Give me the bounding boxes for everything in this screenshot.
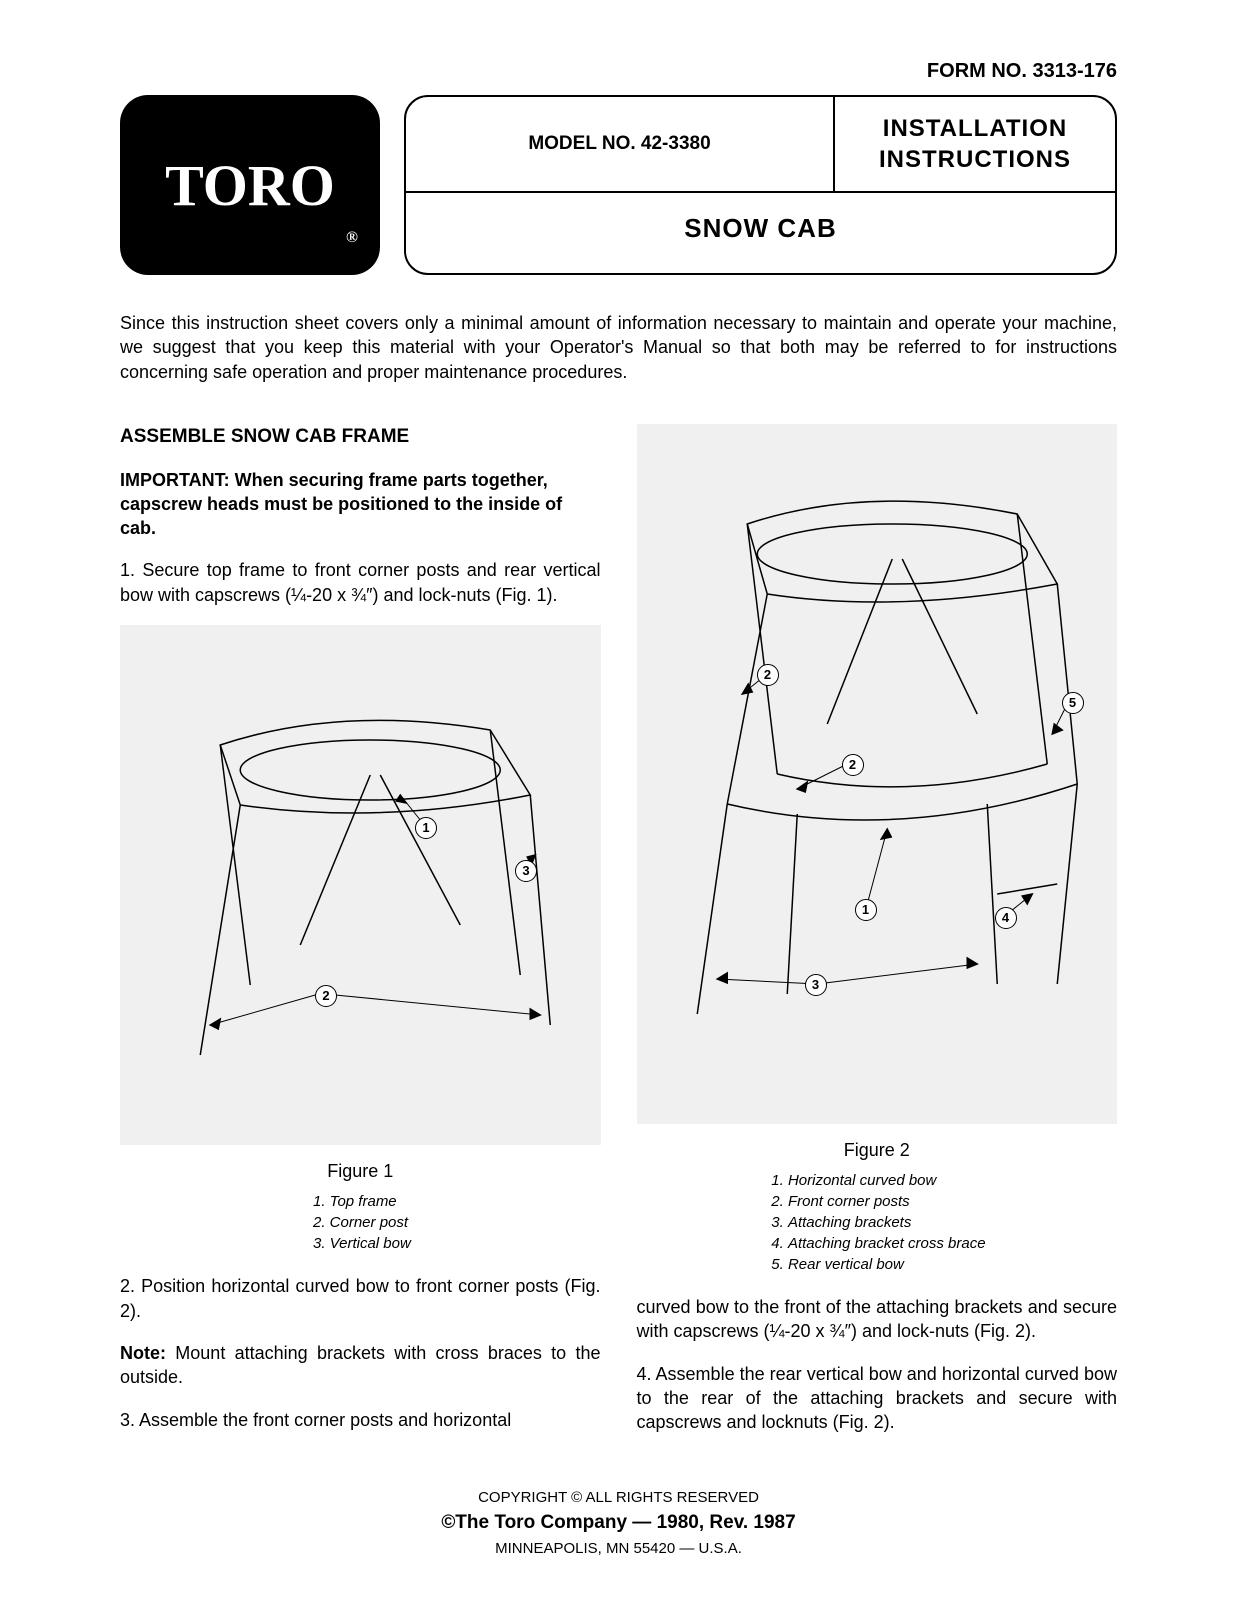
header-top-row: MODEL NO. 42-3380 INSTALLATION INSTRUCTI… — [406, 97, 1115, 193]
callout-5: 5 — [1062, 692, 1084, 714]
header-row: TORO ® MODEL NO. 42-3380 INSTALLATION IN… — [120, 95, 1117, 275]
footer-location: MINNEAPOLIS, MN 55420 — U.S.A. — [0, 1538, 1237, 1561]
legend-item: Attaching bracket cross brace — [788, 1233, 986, 1254]
figure-2-svg — [637, 424, 1118, 1124]
footer-company: ©The Toro Company — 1980, Rev. 1987 — [0, 1509, 1237, 1538]
callout-4: 4 — [995, 907, 1017, 929]
step-3: 3. Assemble the front corner posts and h… — [120, 1408, 601, 1432]
figure-1-diagram: 1 2 3 — [120, 625, 601, 1145]
important-note: IMPORTANT: When securing frame parts tog… — [120, 468, 601, 541]
section-heading: ASSEMBLE SNOW CAB FRAME — [120, 424, 601, 450]
step-2: 2. Position horizontal curved bow to fro… — [120, 1274, 601, 1323]
logo-text: TORO — [165, 152, 335, 219]
header-box: MODEL NO. 42-3380 INSTALLATION INSTRUCTI… — [404, 95, 1117, 275]
callout-2a: 2 — [757, 664, 779, 686]
legend-item: Front corner posts — [788, 1191, 986, 1212]
step-3-continued: curved bow to the front of the attaching… — [637, 1295, 1118, 1344]
legend-item: Horizontal curved bow — [788, 1170, 986, 1191]
footer: COPYRIGHT © ALL RIGHTS RESERVED ©The Tor… — [0, 1487, 1237, 1561]
step-4: 4. Assemble the rear vertical bow and ho… — [637, 1362, 1118, 1435]
figure-2-legend: Horizontal curved bow Front corner posts… — [768, 1170, 986, 1275]
legend-item: Rear vertical bow — [788, 1254, 986, 1275]
callout-3: 3 — [805, 974, 827, 996]
registered-mark: ® — [346, 229, 358, 247]
figure-2-caption: Figure 2 — [637, 1138, 1118, 1162]
content-columns: ASSEMBLE SNOW CAB FRAME IMPORTANT: When … — [120, 424, 1117, 1453]
figure-1-caption: Figure 1 — [120, 1159, 601, 1183]
callout-2b: 2 — [842, 754, 864, 776]
footer-copyright: COPYRIGHT © ALL RIGHTS RESERVED — [0, 1487, 1237, 1510]
callout-1: 1 — [415, 817, 437, 839]
doc-title: INSTALLATION INSTRUCTIONS — [835, 97, 1115, 191]
model-number: MODEL NO. 42-3380 — [406, 97, 835, 191]
callout-1: 1 — [855, 899, 877, 921]
figure-1-legend: Top frame Corner post Vertical bow — [310, 1191, 411, 1254]
callout-3: 3 — [515, 860, 537, 882]
note-text: Note: Mount attaching brackets with cros… — [120, 1341, 601, 1390]
figure-2-diagram: 2 2 1 3 4 5 — [637, 424, 1118, 1124]
callout-2: 2 — [315, 985, 337, 1007]
legend-item: Vertical bow — [330, 1233, 411, 1254]
toro-logo: TORO ® — [120, 95, 380, 275]
legend-item: Corner post — [330, 1212, 411, 1233]
figure-1-svg — [120, 625, 601, 1145]
step-1: 1. Secure top frame to front corner post… — [120, 558, 601, 607]
intro-paragraph: Since this instruction sheet covers only… — [120, 311, 1117, 384]
product-name: SNOW CAB — [406, 193, 1115, 264]
form-number: FORM NO. 3313-176 — [120, 60, 1117, 83]
legend-item: Attaching brackets — [788, 1212, 986, 1233]
right-column: 2 2 1 3 4 5 Figure 2 Horizontal curved b… — [637, 424, 1118, 1453]
left-column: ASSEMBLE SNOW CAB FRAME IMPORTANT: When … — [120, 424, 601, 1453]
legend-item: Top frame — [330, 1191, 411, 1212]
